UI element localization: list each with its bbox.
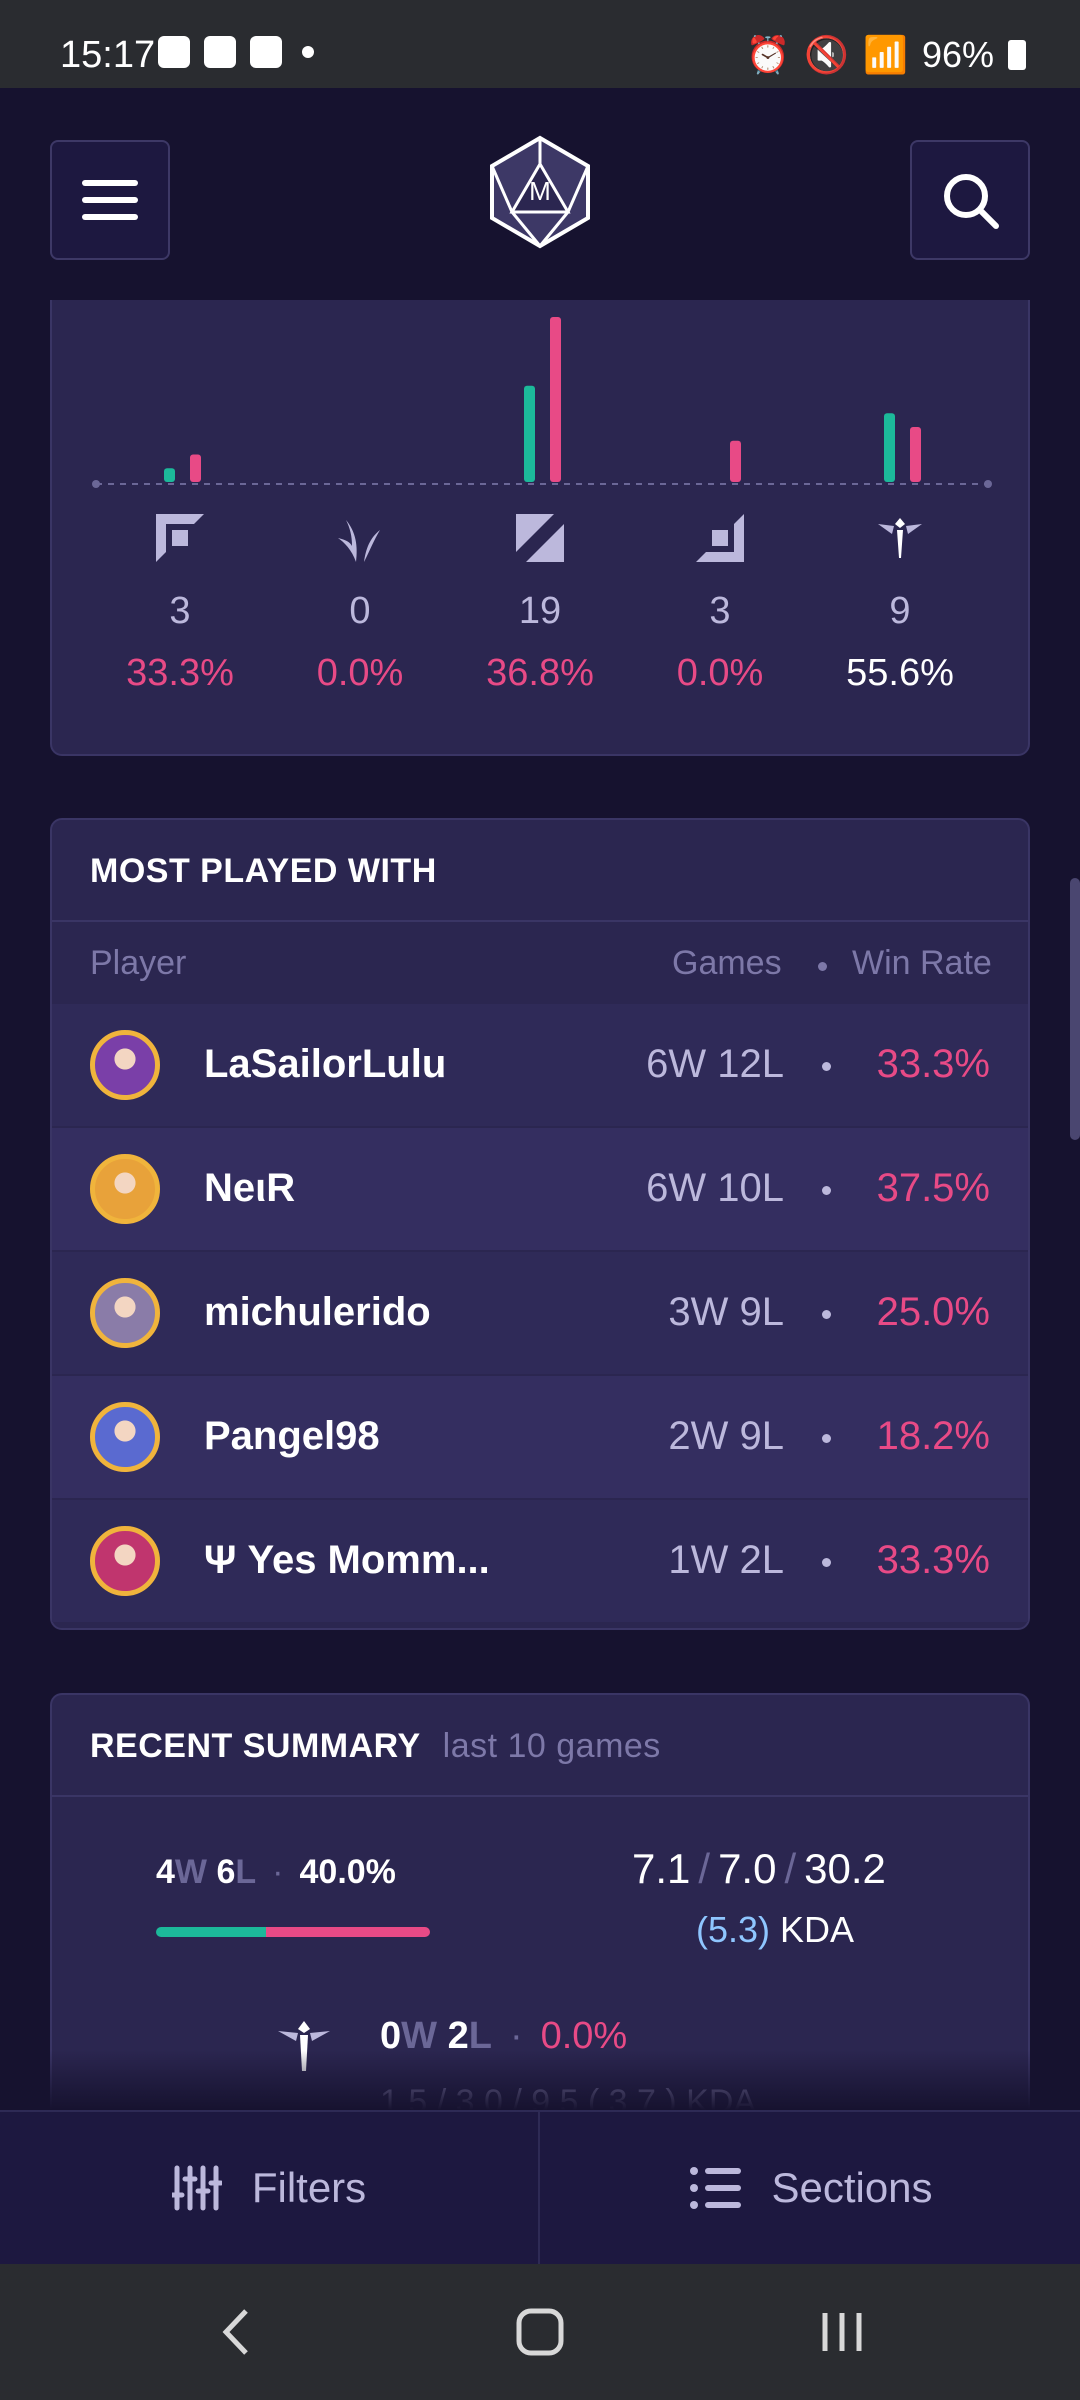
- system-nav-bar: [0, 2264, 1080, 2400]
- role-bar-chart: [92, 317, 992, 488]
- status-bar: 15:17 ⏰ 🔇 📶 96%: [0, 0, 1080, 88]
- list-icon: [690, 2167, 742, 2209]
- most-played-with-card: MOST PLAYED WITH Player Games Win Rate L…: [50, 818, 1030, 1630]
- player-avatar[interactable]: [90, 1526, 160, 1596]
- player-win-rate: 33.3%: [876, 1042, 990, 1086]
- recents-button[interactable]: [802, 2294, 882, 2370]
- recents-icon: [822, 2313, 862, 2351]
- bottom-toolbar: Filters Sections: [0, 2110, 1080, 2264]
- player-record: 6W 12L: [646, 1042, 784, 1086]
- recent-summary-subtitle: last 10 games: [442, 1727, 661, 1765]
- player-name[interactable]: NeιR: [204, 1166, 296, 1210]
- mute-icon: 🔇: [804, 34, 850, 75]
- filters-button[interactable]: Filters: [0, 2112, 540, 2264]
- role-win-rate: 0.0%: [676, 652, 764, 694]
- mid-losses-bar: [550, 317, 561, 482]
- jungle-role-icon: [338, 520, 380, 562]
- gallery-icon: [250, 36, 282, 68]
- home-icon: [516, 2308, 564, 2356]
- filters-icon: [171, 2165, 222, 2211]
- role-win-rate: 0.0%: [316, 652, 404, 694]
- system-icons: ⏰ 🔇 📶 96%: [745, 34, 1026, 76]
- player-record: 1W 2L: [668, 1538, 784, 1582]
- sections-button[interactable]: Sections: [542, 2112, 1080, 2264]
- filters-label: Filters: [251, 2164, 367, 2211]
- battery-icon: [1008, 40, 1026, 70]
- tiktok-icon: [204, 36, 236, 68]
- winrate-column-header: Win Rate: [852, 944, 992, 982]
- app-logo-icon[interactable]: M: [482, 134, 598, 250]
- menu-button[interactable]: [50, 140, 170, 260]
- support-role-icon: [878, 518, 922, 558]
- role-win-rate: 36.8%: [486, 652, 594, 694]
- player-record: 3W 9L: [668, 1290, 784, 1334]
- bottom-losses-bar: [730, 440, 741, 482]
- back-button[interactable]: [196, 2294, 276, 2370]
- player-row[interactable]: LaSailorLulu 6W 12L 33.3%: [52, 1004, 1028, 1126]
- player-win-rate: 33.3%: [876, 1538, 990, 1582]
- player-row[interactable]: michulerido 3W 9L 25.0%: [52, 1252, 1028, 1374]
- app-header: M: [0, 88, 1080, 318]
- loss-bar: [266, 1927, 430, 1937]
- player-row[interactable]: NeιR 6W 10L 37.5%: [52, 1128, 1028, 1250]
- player-win-rate: 25.0%: [876, 1290, 990, 1334]
- role-win-rate: 33.3%: [126, 652, 234, 694]
- mid-wins-bar: [524, 385, 535, 482]
- player-record: 6W 10L: [646, 1166, 784, 1210]
- search-icon: [944, 174, 999, 229]
- player-name[interactable]: Pangel98: [204, 1414, 380, 1458]
- role-games-count: 0: [349, 590, 371, 632]
- support-losses-bar: [910, 427, 921, 482]
- wifi-icon: 📶: [863, 34, 908, 75]
- role-win-rate: 55.6%: [846, 652, 954, 694]
- top-role-icon: [156, 514, 204, 562]
- player-column-header: Player: [90, 944, 187, 982]
- svg-text:M: M: [529, 176, 551, 206]
- player-row[interactable]: Pangel98 2W 9L 18.2%: [52, 1376, 1028, 1498]
- top-wins-bar: [164, 468, 175, 482]
- recent-win-rate: 40.0%: [299, 1853, 396, 1891]
- player-name[interactable]: LaSailorLulu: [204, 1042, 447, 1086]
- player-row[interactable]: Ψ Yes Momm... 1W 2L 33.3%: [52, 1500, 1028, 1622]
- search-button[interactable]: [910, 140, 1030, 260]
- player-name[interactable]: michulerido: [204, 1290, 431, 1334]
- win-bar: [156, 1927, 266, 1937]
- recent-kda-values: 7.1/7.0/30.2: [632, 1845, 886, 1892]
- more-notifications-icon: [302, 46, 314, 58]
- player-avatar[interactable]: [90, 1278, 160, 1348]
- player-name[interactable]: Ψ Yes Momm...: [204, 1538, 490, 1582]
- player-avatar[interactable]: [90, 1154, 160, 1224]
- player-avatar[interactable]: [90, 1030, 160, 1100]
- player-record: 2W 9L: [668, 1414, 784, 1458]
- role-games-count: 3: [709, 590, 731, 632]
- games-column-header: Games: [672, 944, 782, 982]
- battery-level: 96%: [921, 34, 994, 75]
- player-win-rate: 37.5%: [876, 1166, 990, 1210]
- most-played-title: MOST PLAYED WITH: [90, 852, 437, 890]
- back-icon: [222, 2309, 248, 2355]
- notification-icons: [158, 36, 314, 68]
- header-bullet: [818, 962, 827, 971]
- status-time: 15:17: [60, 34, 156, 76]
- hamburger-icon: [82, 180, 138, 220]
- recent-summary-title: RECENT SUMMARY last 10 games: [90, 1727, 661, 1765]
- role-chart-card: 3 33.3% 0 0.0% 19 36.8% 3 0.0% 9 55.6%: [50, 300, 1030, 756]
- home-button[interactable]: [500, 2294, 580, 2370]
- discord-icon: [158, 36, 190, 68]
- recent-win-loss: 4W 6L · 40.0%: [156, 1853, 396, 1891]
- bottom-role-icon: [696, 514, 744, 562]
- role-games-count: 3: [169, 590, 191, 632]
- top-losses-bar: [190, 454, 201, 482]
- recent-kda-ratio: (5.3) KDA: [696, 1909, 855, 1950]
- role-games-count: 9: [889, 590, 911, 632]
- player-win-rate: 18.2%: [876, 1414, 990, 1458]
- player-avatar[interactable]: [90, 1402, 160, 1472]
- page-scrollbar[interactable]: [1070, 878, 1080, 1140]
- support-wins-bar: [884, 413, 895, 482]
- sections-label: Sections: [771, 2164, 933, 2211]
- role-games-count: 19: [518, 590, 562, 632]
- alarm-icon: ⏰: [745, 34, 791, 75]
- mid-role-icon: [516, 514, 564, 562]
